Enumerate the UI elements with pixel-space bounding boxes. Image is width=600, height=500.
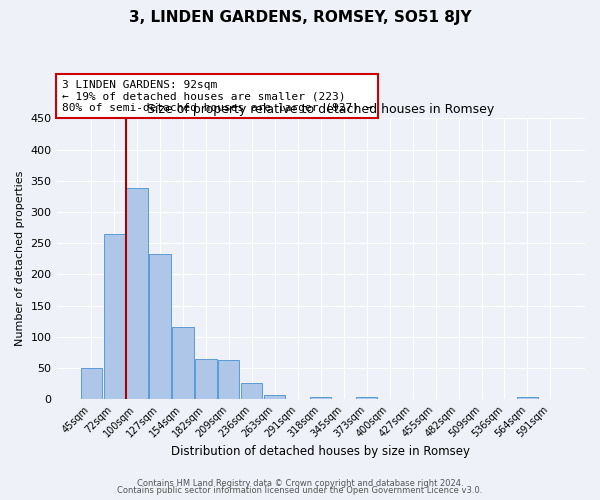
Bar bbox=[310, 396, 331, 399]
Text: Contains HM Land Registry data © Crown copyright and database right 2024.: Contains HM Land Registry data © Crown c… bbox=[137, 478, 463, 488]
Bar bbox=[218, 360, 239, 399]
X-axis label: Distribution of detached houses by size in Romsey: Distribution of detached houses by size … bbox=[171, 444, 470, 458]
Bar bbox=[356, 396, 377, 399]
Bar bbox=[104, 234, 125, 399]
Title: Size of property relative to detached houses in Romsey: Size of property relative to detached ho… bbox=[147, 103, 494, 116]
Text: 3, LINDEN GARDENS, ROMSEY, SO51 8JY: 3, LINDEN GARDENS, ROMSEY, SO51 8JY bbox=[128, 10, 472, 25]
Bar bbox=[149, 254, 170, 399]
Bar bbox=[517, 396, 538, 399]
Bar bbox=[196, 358, 217, 399]
Bar bbox=[172, 327, 194, 399]
Bar bbox=[264, 395, 286, 399]
Y-axis label: Number of detached properties: Number of detached properties bbox=[15, 171, 25, 346]
Bar bbox=[80, 368, 101, 399]
Text: 3 LINDEN GARDENS: 92sqm
← 19% of detached houses are smaller (223)
80% of semi-d: 3 LINDEN GARDENS: 92sqm ← 19% of detache… bbox=[62, 80, 373, 113]
Bar bbox=[241, 383, 262, 399]
Text: Contains public sector information licensed under the Open Government Licence v3: Contains public sector information licen… bbox=[118, 486, 482, 495]
Bar bbox=[127, 188, 148, 399]
